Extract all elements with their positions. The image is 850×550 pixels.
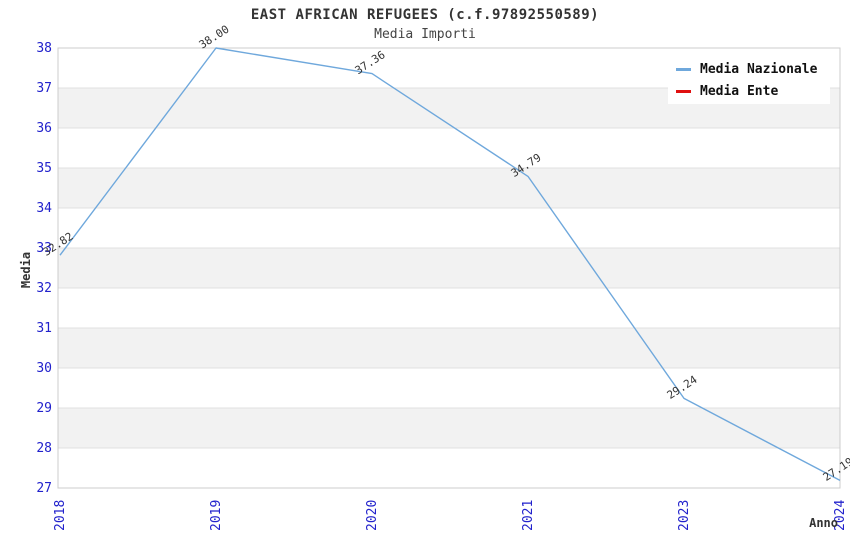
x-axis-title: Anno	[809, 516, 838, 530]
y-tick-label: 32	[36, 281, 52, 296]
x-tick-label: 2018	[53, 500, 68, 531]
plot-band	[58, 288, 840, 328]
legend-label-media-nazionale: Media Nazionale	[700, 61, 818, 77]
plot-band	[58, 208, 840, 248]
y-axis-title: Media	[19, 252, 33, 288]
y-tick-label: 27	[36, 481, 52, 496]
chart-subtitle: Media Importi	[374, 27, 476, 42]
chart-legend: Media Nazionale Media Ente	[668, 57, 830, 104]
y-tick-label: 30	[36, 361, 52, 376]
plot-band	[58, 368, 840, 408]
x-tick-label: 2021	[521, 500, 536, 531]
data-label: 38.00	[197, 23, 232, 52]
plot-band	[58, 328, 840, 368]
plot-band	[58, 168, 840, 208]
legend-swatch-media-ente-icon	[676, 90, 691, 94]
y-tick-label: 29	[36, 401, 52, 416]
y-tick-label: 38	[36, 41, 52, 56]
legend-swatch-media-nazionale-icon	[676, 67, 691, 71]
chart-title: EAST AFRICAN REFUGEES (c.f.97892550589)	[250, 7, 600, 23]
plot-band	[58, 128, 840, 168]
legend-item-media-ente[interactable]: Media Ente	[668, 84, 830, 99]
x-tick-label: 2023	[677, 500, 692, 531]
y-tick-label: 31	[36, 321, 52, 336]
y-tick-label: 36	[36, 121, 52, 136]
x-tick-label: 2024	[833, 500, 848, 531]
plot-band	[58, 248, 840, 288]
y-tick-label: 35	[36, 161, 52, 176]
series-line-media-nazionale	[59, 47, 841, 482]
plot-band	[58, 448, 840, 488]
legend-label-media-ente: Media Ente	[700, 84, 779, 100]
y-tick-label: 33	[36, 241, 52, 256]
y-tick-label: 34	[36, 201, 52, 216]
plot-border	[57, 47, 841, 489]
x-tick-label: 2020	[365, 500, 380, 531]
y-tick-label: 28	[36, 441, 52, 456]
plot-band	[58, 408, 840, 448]
y-tick-label: 37	[36, 81, 52, 96]
legend-item-media-nazionale[interactable]: Media Nazionale	[668, 62, 830, 77]
x-tick-label: 2019	[209, 500, 224, 531]
